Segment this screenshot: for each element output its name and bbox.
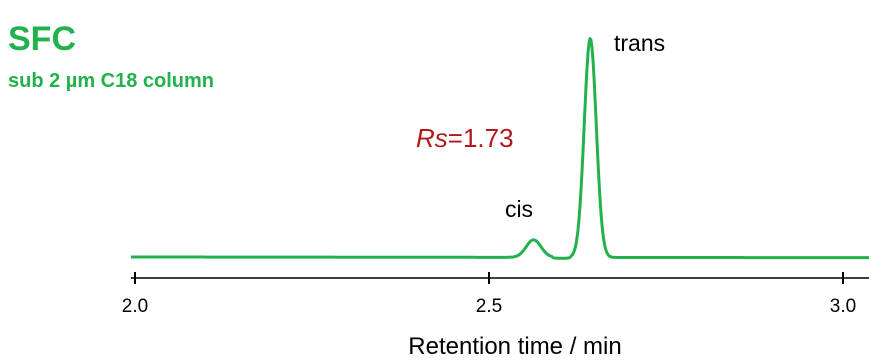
peak-label-cis: cis [505, 196, 533, 222]
x-tick-label-1: 2.5 [476, 296, 502, 317]
rs-value: =1.73 [448, 123, 514, 153]
chart-subtitle: sub 2 µm C18 column [8, 70, 214, 92]
chart-title: SFC [8, 20, 76, 58]
resolution-annotation: Rs=1.73 [416, 123, 514, 153]
x-axis-ticks: 2.0 2.5 3.0 [122, 272, 856, 317]
x-tick-label-0: 2.0 [122, 296, 148, 317]
rs-symbol: Rs [416, 123, 448, 153]
x-axis-label: Retention time / min [408, 333, 621, 360]
peak-label-trans: trans [614, 30, 665, 56]
x-tick-label-2: 3.0 [830, 296, 856, 317]
chromatogram-trace [130, 37, 869, 260]
